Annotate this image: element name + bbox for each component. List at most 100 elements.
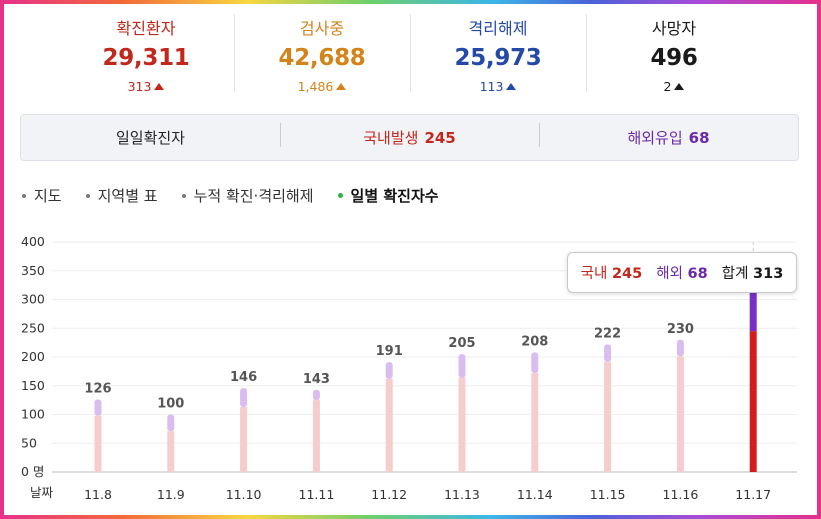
bar-domestic [676,356,684,472]
tab-map[interactable]: 지도 [22,185,62,206]
bar-total-label: 230 [667,322,694,337]
stat-deaths: 사망자 496 2 [586,10,762,100]
bar-total-label: 126 [84,382,111,397]
bar-overseas [385,362,393,379]
bar-total-label: 222 [594,326,621,341]
bar-domestic [240,407,248,472]
daily-cases-chart: 0 명 50 100 150 200 250 300 350 400 126 11.8 100 11.9… [21,234,797,502]
x-tick-label: 11.9 [157,487,185,502]
y-tick-label: 200 [21,349,45,364]
delta-value: 313 [127,79,152,94]
bar-overseas [458,354,466,378]
stat-value: 25,973 [454,45,542,71]
up-arrow-icon [506,83,517,90]
bar-domestic [604,361,612,472]
stat-value: 496 [650,45,698,71]
bar-domestic [458,377,466,472]
tooltip-overseas-label: 해외 [656,266,683,282]
bar-overseas [167,414,175,432]
bar-domestic [94,415,102,472]
tab-daily[interactable]: 일별 확진자수 [337,185,439,206]
bar-total-label: 191 [376,344,403,359]
bar-total-label: 143 [303,372,330,387]
bar-total-label: 100 [157,397,184,412]
delta-value: 113 [479,79,504,94]
x-tick-label: 11.15 [590,487,626,502]
bar-domestic [531,373,539,472]
daily-confirmed-box: 일일확진자 국내발생 245 해외유입 68 [20,114,799,161]
tooltip-overseas: 해외 68 [656,262,707,283]
bar-overseas [531,352,539,374]
tooltip-domestic-label: 국내 [580,266,608,282]
tab-region-table[interactable]: 지역별 표 [85,185,158,206]
up-arrow-icon [154,83,165,90]
bullet-icon [337,193,343,198]
tab-cumulative[interactable]: 누적 확진·격리해제 [181,185,314,206]
bar-total-label: 208 [521,334,548,349]
x-tick-label: 11.13 [444,487,480,502]
stat-value: 42,688 [278,45,366,71]
tooltip-domestic: 국내 245 [581,262,643,283]
bar-domestic [312,400,320,472]
bar-domestic [749,331,757,472]
x-tick-label: 11.16 [663,487,699,502]
x-tick-label: 11.11 [299,487,335,502]
x-tick-label: 11.14 [517,487,553,502]
x-tick-label: 11.17 [735,487,771,502]
daily-domestic-value: 245 [424,129,456,147]
bar-overseas [94,399,102,416]
bar-total-label: 205 [448,336,475,351]
y-tick-label: 50 [21,435,37,450]
bullet-icon [22,193,26,198]
chart-tooltip: 국내 245 해외 68 합계 313 [567,252,797,293]
y-tick-label: 100 [21,407,45,422]
stats-summary: 확진환자 29,311 313 검사중 42,688 1,486 격리해제 25… [58,10,762,100]
bar-overseas [676,339,684,357]
y-tick-label: 150 [21,378,45,393]
bullet-icon [181,193,186,198]
view-tabs: 지도 지역별 표 누적 확진·격리해제 일별 확진자수 [22,185,463,206]
bar-overseas [312,389,320,401]
stat-label: 사망자 [651,19,697,38]
stat-value: 29,311 [102,45,190,71]
daily-overseas-label: 해외유입 [627,129,683,147]
tooltip-total-label: 합계 [721,266,749,282]
up-arrow-icon [336,83,347,90]
x-tick-label: 11.8 [84,487,112,502]
stat-testing: 검사중 42,688 1,486 [234,10,410,100]
stat-label: 격리해제 [468,19,528,38]
x-tick-label: 11.10 [226,487,262,502]
y-tick-label: 400 [21,234,45,249]
up-arrow-icon [674,83,685,90]
daily-domestic: 국내발생 245 [280,123,539,148]
x-tick-label: 11.12 [371,487,407,502]
tab-label: 일별 확진자수 [350,187,439,205]
stat-label: 검사중 [299,19,345,38]
stat-delta: 113 [480,79,517,94]
bar-overseas [749,292,757,332]
tooltip-domestic-value: 245 [611,266,643,282]
daily-overseas: 해외유입 68 [539,123,798,148]
bar-total-label: 146 [230,370,257,385]
tooltip-total: 합계 313 [722,262,784,283]
y-tick-label: 250 [21,320,45,335]
y-tick-label: 300 [21,292,45,307]
stat-released: 격리해제 25,973 113 [410,10,586,100]
daily-overseas-value: 68 [688,129,710,147]
daily-title: 일일확진자 [115,129,185,147]
x-axis-label: 날짜 [30,485,54,500]
bullet-icon [85,193,90,198]
y-tick-label: 0 명 [21,464,44,479]
bar-domestic [167,431,175,472]
bar-overseas [604,344,612,362]
stat-delta: 1,486 [298,79,347,94]
bar-domestic [385,378,393,472]
stat-delta: 313 [128,79,165,94]
tab-label: 누적 확진·격리해제 [193,187,314,205]
tooltip-overseas-value: 68 [687,266,708,282]
stat-delta: 2 [664,79,685,94]
tab-label: 지도 [34,187,62,205]
delta-value: 1,486 [297,79,334,94]
tab-label: 지역별 표 [97,187,158,205]
daily-domestic-label: 국내발생 [363,129,419,147]
